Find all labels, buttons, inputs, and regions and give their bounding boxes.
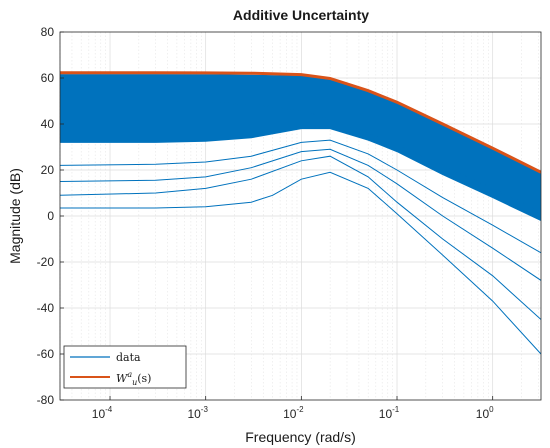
y-tick-label: 60 <box>41 71 55 85</box>
x-tick-label: 10-4 <box>92 405 113 421</box>
y-tick-label: 80 <box>41 25 55 39</box>
x-tick-label: 100 <box>476 405 494 421</box>
bound-series-line <box>60 71 541 174</box>
x-axis-label: Frequency (rad/s) <box>245 429 355 445</box>
legend-bound-sup: a <box>127 370 132 379</box>
data-curve <box>60 100 541 212</box>
y-tick-label: -40 <box>37 301 55 315</box>
data-series-band <box>60 74 541 221</box>
y-axis-ticks: -80 -60 -40 -20 0 20 40 60 80 <box>37 25 64 407</box>
series-layer <box>60 71 541 355</box>
legend-bound-label: Wau(s) <box>116 370 151 387</box>
legend-bound-base: W <box>116 372 129 385</box>
data-curve <box>60 139 541 254</box>
chart-title: Additive Uncertainty <box>233 7 369 23</box>
data-curve <box>60 171 541 355</box>
x-tick-label: 10-3 <box>187 405 208 421</box>
y-tick-label: -80 <box>37 393 55 407</box>
legend-bound-sub: u <box>132 378 137 387</box>
x-tick-label: 10-1 <box>379 405 400 421</box>
x-tick-label: 10-2 <box>283 405 304 421</box>
x-axis-ticks: 10-4 10-3 10-2 10-1 100 <box>92 396 494 421</box>
y-tick-label: 0 <box>47 209 54 223</box>
y-tick-label: -20 <box>37 255 55 269</box>
y-axis-label: Magnitude (dB) <box>7 168 23 264</box>
data-series-curves <box>60 74 541 355</box>
legend-data-label: data <box>116 351 141 364</box>
y-tick-label: -60 <box>37 347 55 361</box>
data-curve <box>60 155 541 320</box>
y-tick-label: 40 <box>41 117 55 131</box>
legend: data Wau(s) <box>63 345 187 389</box>
data-curve <box>60 148 541 281</box>
legend-bound-tail: (s) <box>137 372 151 385</box>
legend-box <box>63 345 187 389</box>
data-curve <box>60 128 541 222</box>
y-tick-label: 20 <box>41 163 55 177</box>
